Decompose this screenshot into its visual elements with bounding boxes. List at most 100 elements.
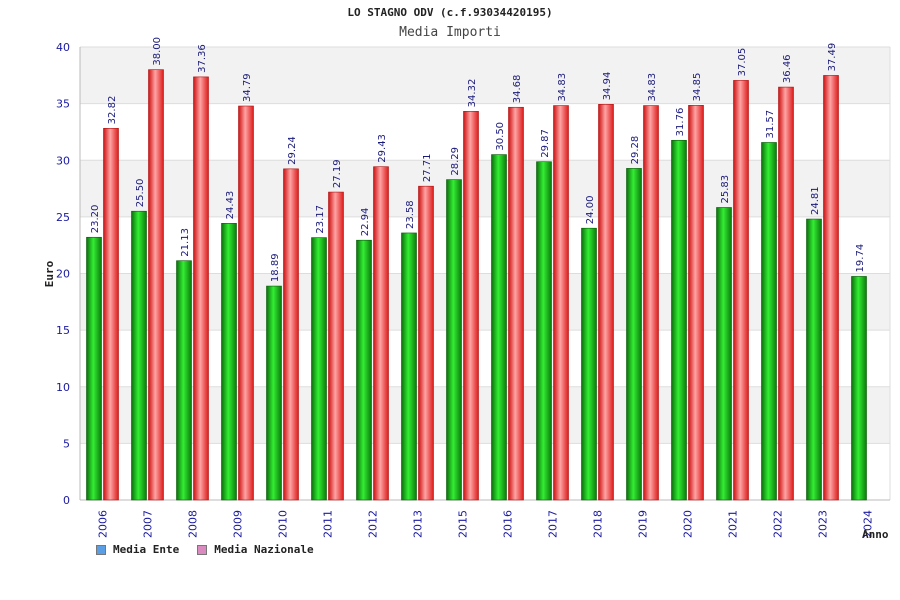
data-label: 23.58 [405,200,416,229]
legend-label: Media Ente [113,543,180,556]
y-tick-label: 30 [56,154,70,167]
bar-media-ente [131,210,147,501]
y-tick-label: 5 [63,437,70,450]
legend: Media Ente Media Nazionale [96,543,314,556]
x-tick-label: 2019 [637,510,650,538]
data-label: 24.43 [225,191,236,220]
data-label: 25.83 [720,175,731,204]
bar-media-nazionale [508,106,524,501]
y-tick-label: 10 [56,381,70,394]
x-tick-label: 2016 [502,510,515,538]
bar-media-ente [806,218,822,501]
bar-media-ente [716,207,732,501]
bar-media-nazionale [148,69,164,501]
x-tick-label: 2006 [97,510,110,538]
x-axis-label: Anno [862,528,889,541]
data-label: 29.24 [287,136,298,165]
data-label: 21.13 [180,228,191,257]
x-tick-label: 2007 [142,510,155,538]
data-label: 34.85 [692,73,703,102]
grid-band [80,273,890,331]
data-label: 28.29 [450,147,461,176]
y-tick-label: 35 [56,98,70,111]
bar-media-nazionale [733,80,749,501]
data-label: 34.32 [467,79,478,108]
grid-band [80,216,890,274]
chart-subtitle: Media Importi [399,25,501,40]
bar-media-ente [176,260,192,501]
bar-media-ente [626,168,642,501]
data-label: 24.81 [810,186,821,215]
bar-media-nazionale [193,76,209,501]
data-label: 34.94 [602,72,613,101]
bar-media-nazionale [778,86,794,501]
x-tick-label: 2010 [277,510,290,538]
x-tick-label: 2011 [322,510,335,538]
data-label: 34.68 [512,75,523,104]
data-label: 22.94 [360,208,371,237]
x-tick-label: 2012 [367,510,380,538]
bar-media-ente [536,161,552,501]
legend-swatch [96,544,106,555]
bar-media-ente [311,237,327,501]
bar-media-nazionale [238,105,254,501]
x-tick-label: 2018 [592,510,605,538]
x-tick-label: 2013 [412,510,425,538]
data-label: 19.74 [855,244,866,273]
bar-media-ente [671,140,687,501]
bar-media-ente [221,223,237,501]
bar-media-ente [356,239,372,501]
data-label: 27.71 [422,154,433,183]
grid-band [80,160,890,217]
bar-media-ente [581,227,597,501]
bar-media-nazionale [463,111,479,501]
x-tick-label: 2020 [682,510,695,538]
bar-media-ente [401,232,417,501]
bar-media-nazionale [688,105,704,501]
bar-media-nazionale [553,105,569,501]
data-label: 27.19 [332,159,343,188]
x-tick-label: 2023 [817,510,830,538]
bar-media-ente [851,276,867,501]
x-tick-label: 2015 [457,510,470,538]
bar-media-ente [86,236,102,501]
bar-media-ente [761,142,777,501]
legend-swatch [197,544,208,555]
data-label: 23.17 [315,205,326,234]
data-label: 30.50 [495,122,506,151]
bar-media-nazionale [373,166,389,501]
data-label: 38.00 [152,37,163,66]
grid-band [80,386,890,444]
bar-media-ente [266,285,282,501]
data-label: 29.87 [540,129,551,158]
x-tick-label: 2009 [232,510,245,538]
grid-band [80,330,890,387]
grid-band [80,103,890,161]
x-tick-label: 2017 [547,510,560,538]
x-tick-label: 2024 [862,510,875,538]
bar-media-nazionale [643,105,659,501]
y-tick-label: 15 [56,324,70,337]
data-label: 37.05 [737,48,748,77]
y-tick-label: 25 [56,211,70,224]
bar-media-ente [446,179,462,501]
data-label: 25.50 [135,179,146,208]
x-tick-label: 2008 [187,510,200,538]
data-label: 18.89 [270,253,281,282]
data-label: 37.49 [827,43,838,72]
bar-media-nazionale [418,185,434,501]
bar-media-nazionale [328,191,344,501]
data-label: 29.43 [377,134,388,163]
y-tick-label: 0 [63,494,70,507]
y-axis-label: Euro [43,260,56,287]
chart-title: LO STAGNO ODV (c.f.93034420195) [347,6,553,19]
legend-item-media-nazionale: Media Nazionale [197,543,314,556]
data-label: 31.57 [765,110,776,139]
data-label: 32.82 [107,96,118,125]
data-label: 24.00 [585,196,596,225]
y-tick-label: 20 [56,268,70,281]
bar-media-ente [491,154,507,501]
x-tick-label: 2022 [772,510,785,538]
grid-band [80,443,890,500]
data-label: 31.76 [675,108,686,137]
